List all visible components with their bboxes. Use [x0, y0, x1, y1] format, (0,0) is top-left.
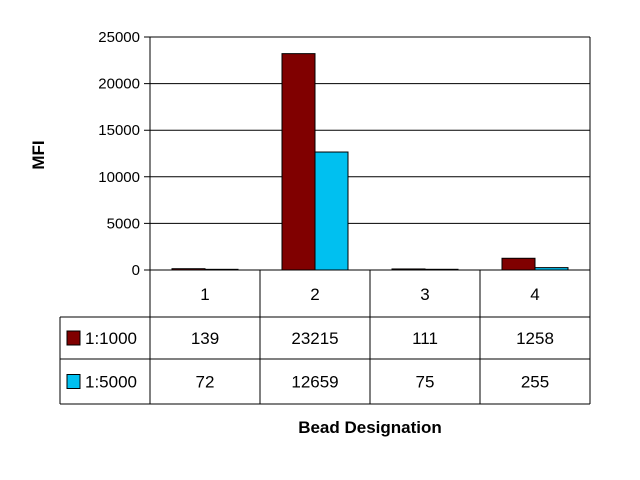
- bar-2-cat-2: [314, 151, 349, 271]
- bar-1-cat-4: [501, 257, 536, 271]
- legend-label-1: 1:1000: [85, 329, 137, 348]
- category-label-4: 4: [530, 285, 539, 304]
- data-label-2-cat-4: 255: [521, 373, 549, 392]
- x-axis-label: Bead Designation: [298, 418, 442, 437]
- gridlines: [144, 36, 591, 404]
- category-label-1: 1: [200, 285, 209, 304]
- y-tick-label-15000: 15000: [98, 122, 140, 139]
- category-label-2: 2: [310, 285, 319, 304]
- legend-label-2: 1:5000: [85, 373, 137, 392]
- y-tick-label-25000: 25000: [98, 29, 140, 46]
- y-tick-label-5000: 5000: [107, 215, 140, 232]
- y-tick-label-20000: 20000: [98, 76, 140, 93]
- y-tick-label-10000: 10000: [98, 169, 140, 186]
- legend-swatch-1: [66, 330, 81, 346]
- bars: [171, 53, 569, 271]
- y-axis-ticks: 0 5000 10000 15000 20000 25000: [98, 29, 140, 279]
- data-table: 1 2 3 4 1:1000 139 23215 111 1258 1:5000 72 12659 75…: [59, 269, 591, 405]
- data-label-2-cat-3: 75: [416, 373, 435, 392]
- data-label-1-cat-1: 139: [191, 329, 219, 348]
- y-axis-label: MFI: [29, 140, 48, 169]
- y-tick-label-0: 0: [132, 262, 140, 279]
- data-label-1-cat-4: 1258: [516, 329, 554, 348]
- data-label-2-cat-1: 72: [196, 373, 215, 392]
- category-label-3: 3: [420, 285, 429, 304]
- data-label-1-cat-2: 23215: [291, 329, 338, 348]
- bar-1-cat-2: [281, 53, 316, 271]
- data-label-2-cat-2: 12659: [291, 373, 338, 392]
- data-label-1-cat-3: 111: [412, 329, 438, 348]
- legend-swatch-2: [66, 374, 81, 389]
